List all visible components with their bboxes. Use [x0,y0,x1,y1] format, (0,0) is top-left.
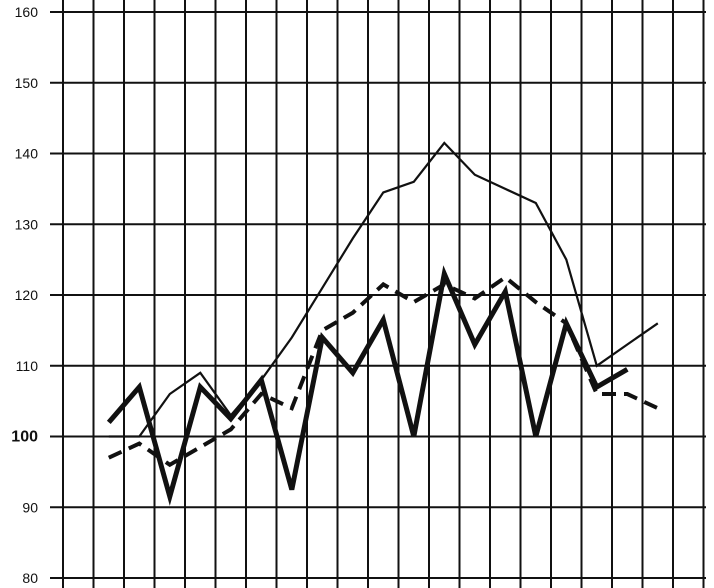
series-thin-solid [108,141,659,438]
y-tick-label-150: 150 [15,75,39,91]
y-tick-label-160: 160 [15,4,39,20]
series-line-thin-solid [108,141,659,438]
y-tick-label-140: 140 [15,146,39,162]
series-lines [106,141,659,506]
y-tick-label-130: 130 [15,216,39,232]
grid [62,0,706,588]
y-axis-ticks: 80 90 100 110 120 130 140 150 160 [11,4,62,586]
y-tick-label-100: 100 [11,429,38,446]
y-tick-label-110: 110 [16,358,39,374]
y-tick-label-80: 80 [22,570,38,586]
y-tick-label-120: 120 [15,287,39,303]
series-line-thick-solid [106,265,629,506]
y-tick-label-90: 90 [22,499,38,515]
series-dashed [107,274,659,468]
